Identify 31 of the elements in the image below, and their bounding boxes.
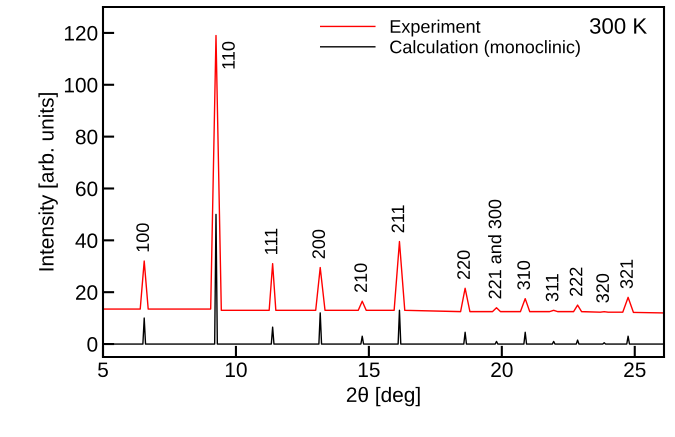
y-tick-label: 40 [75,233,98,248]
annotation: 320 [596,274,610,303]
annotation: 220 [457,250,470,280]
y-tick-label: 20 [76,285,98,300]
x-tick-label: 20 [491,362,513,378]
x-tick-label: 25 [624,362,646,378]
annotation: 221 and 300 [488,200,502,298]
y-tick-label: 100 [64,78,98,93]
line-series [103,34,664,314]
y-axis-title: Intensity [arb. units] [38,93,58,270]
x-axis-title: 2θ [deg] [346,386,420,406]
annotation: 210 [354,264,368,292]
annotation: 200 [312,230,326,258]
annotation: 211 [392,205,404,232]
legend-label: Experiment [390,20,480,36]
y-tick-label: 120 [64,26,98,41]
annotation: 100 [136,223,150,252]
y-tick-label: 60 [76,181,98,196]
y-tick-label: 80 [76,130,98,144]
legend-label: Calculation (monoclinic) [390,40,580,57]
annotation: 311 [546,274,559,302]
x-tick-label: 5 [98,362,108,378]
annotation: 300 K [590,18,647,34]
y-tick-label: 0 [87,337,98,352]
x-tick-label: 10 [226,362,247,378]
annotation: 310 [517,260,530,290]
annotation: 321 [620,260,633,288]
annotation: 111 [264,228,278,254]
annotation: 222 [570,268,582,296]
x-tick-label: 15 [358,362,380,378]
annotation: 110 [222,42,235,68]
